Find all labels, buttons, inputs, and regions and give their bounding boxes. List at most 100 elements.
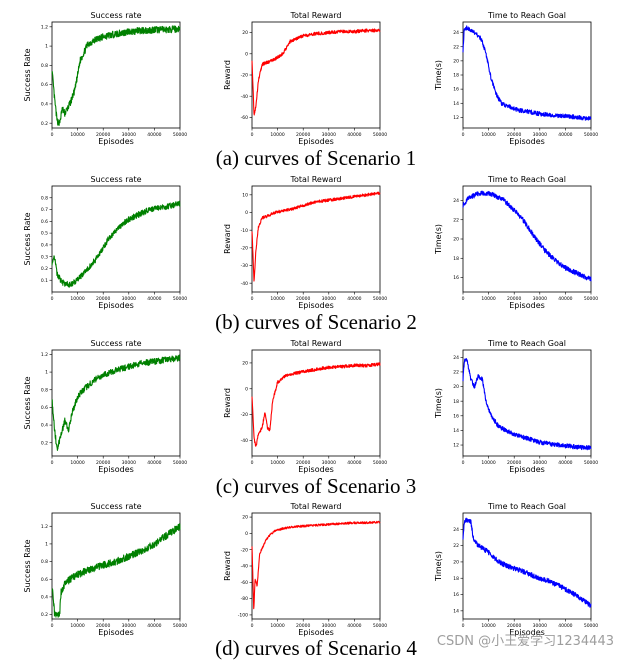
y-tick-label: 0.6	[41, 405, 48, 411]
y-tick-label: -60	[241, 115, 248, 121]
y-tick-label: 1.2	[41, 352, 48, 358]
y-tick-label: -30	[241, 263, 248, 269]
x-tick-label: 50000	[173, 132, 187, 138]
x-tick-label: 50000	[373, 296, 387, 302]
x-tick-label: 50000	[173, 460, 187, 466]
x-axis-label: Episodes	[509, 465, 545, 474]
chart-c-2: Total Reward 0 10000 20000 30000 40000 50000 -4…	[223, 339, 387, 474]
x-tick-label: 20000	[296, 623, 310, 629]
y-tick-label: 12	[453, 115, 459, 121]
series-line	[51, 354, 181, 451]
plot-frame	[462, 349, 592, 457]
y-tick-label: 0.1	[41, 278, 48, 284]
x-tick-label: 20000	[96, 296, 110, 302]
y-tick-label: -40	[241, 564, 248, 570]
y-tick-label: 20	[242, 515, 248, 521]
y-tick-label: 0.4	[41, 102, 48, 108]
x-tick-label: 10000	[70, 296, 84, 302]
x-tick-label: 10000	[70, 623, 84, 629]
chart-title: Success rate	[91, 339, 142, 348]
y-tick-label: 0.4	[41, 595, 48, 601]
y-axis-label: Success Rate	[23, 376, 32, 429]
x-tick-label: 20000	[507, 460, 521, 466]
y-tick-label: 1	[45, 542, 48, 548]
y-tick-label: 20	[242, 361, 248, 367]
x-tick-label: 10000	[481, 296, 495, 302]
watermark: CSDN @小王爱学习1234443	[436, 634, 614, 649]
y-tick-label: 1	[45, 44, 48, 50]
x-tick-label: 20000	[296, 132, 310, 138]
y-tick-label: 20	[453, 237, 459, 243]
x-tick-label: 50000	[584, 132, 598, 138]
x-axis-label: Episodes	[98, 465, 134, 474]
x-tick-label: 30000	[122, 460, 136, 466]
series-line	[51, 523, 181, 618]
series-line	[251, 362, 381, 447]
x-tick-label: 10000	[270, 460, 284, 466]
y-tick-label: 14	[453, 428, 459, 434]
y-axis-label: Time(s)	[434, 388, 443, 419]
chart-title: Time to Reach Goal	[487, 502, 566, 511]
x-tick-label: 20000	[296, 296, 310, 302]
y-tick-label: 0.6	[41, 219, 48, 225]
y-tick-label: -20	[241, 412, 248, 418]
x-tick-label: 40000	[558, 296, 572, 302]
x-tick-label: 30000	[322, 623, 336, 629]
plot-frame	[51, 21, 181, 129]
y-tick-label: 10	[242, 192, 248, 198]
y-tick-label: 22	[453, 217, 459, 223]
x-tick-label: 40000	[558, 132, 572, 138]
x-tick-label: 40000	[558, 623, 572, 629]
y-tick-label: 0.7	[41, 207, 48, 213]
y-tick-label: 16	[453, 413, 459, 419]
x-tick-label: 30000	[533, 460, 547, 466]
x-axis-label: Episodes	[298, 301, 334, 310]
chart-a-1: Success rate 0 10000 20000 30000 40000 50000 0.…	[23, 11, 187, 146]
x-tick-label: 0	[462, 296, 465, 302]
x-tick-label: 10000	[481, 623, 495, 629]
y-tick-label: 16	[453, 275, 459, 281]
x-tick-label: 0	[462, 460, 465, 466]
y-tick-label: 18	[453, 73, 459, 79]
chart-a-3: Time to Reach Goal 0 10000 20000 30000 40000 5…	[434, 11, 598, 146]
y-tick-label: 22	[453, 44, 459, 50]
chart-title: Total Reward	[289, 175, 341, 184]
y-tick-label: -40	[241, 438, 248, 444]
plot-frame	[51, 185, 181, 293]
x-axis-label: Episodes	[98, 137, 134, 146]
x-tick-label: 30000	[322, 460, 336, 466]
y-axis-label: Success Rate	[23, 48, 32, 101]
x-tick-label: 10000	[70, 460, 84, 466]
y-tick-label: 0.3	[41, 254, 48, 260]
y-tick-label: 18	[453, 256, 459, 262]
x-tick-label: 0	[51, 460, 54, 466]
y-tick-label: 22	[453, 543, 459, 549]
y-tick-label: 0.2	[41, 121, 48, 127]
x-tick-label: 50000	[373, 460, 387, 466]
y-axis-label: Success Rate	[23, 212, 32, 265]
x-tick-label: 20000	[507, 623, 521, 629]
y-axis-label: Time(s)	[434, 551, 443, 582]
chart-c-3: Time to Reach Goal 0 10000 20000 30000 40000 5…	[434, 339, 598, 474]
x-axis-label: Episodes	[298, 137, 334, 146]
y-tick-label: -100	[238, 613, 248, 619]
x-axis-label: Episodes	[298, 465, 334, 474]
plot-frame	[251, 21, 381, 129]
x-axis-label: Episodes	[298, 628, 334, 637]
x-tick-label: 40000	[147, 132, 161, 138]
y-axis-label: Success Rate	[23, 539, 32, 592]
y-axis-label: Reward	[223, 224, 232, 254]
y-tick-label: 1.2	[41, 524, 48, 530]
y-tick-label: 14	[453, 101, 459, 107]
y-axis-label: Reward	[223, 388, 232, 418]
x-tick-label: 20000	[296, 460, 310, 466]
y-tick-label: 0.8	[41, 559, 48, 565]
y-tick-label: 20	[453, 58, 459, 64]
y-tick-label: 0.4	[41, 242, 48, 248]
x-tick-label: 40000	[347, 460, 361, 466]
x-tick-label: 50000	[584, 623, 598, 629]
y-tick-label: 0	[245, 210, 248, 216]
series-line	[462, 25, 592, 121]
x-tick-label: 0	[251, 460, 254, 466]
x-tick-label: 0	[51, 623, 54, 629]
